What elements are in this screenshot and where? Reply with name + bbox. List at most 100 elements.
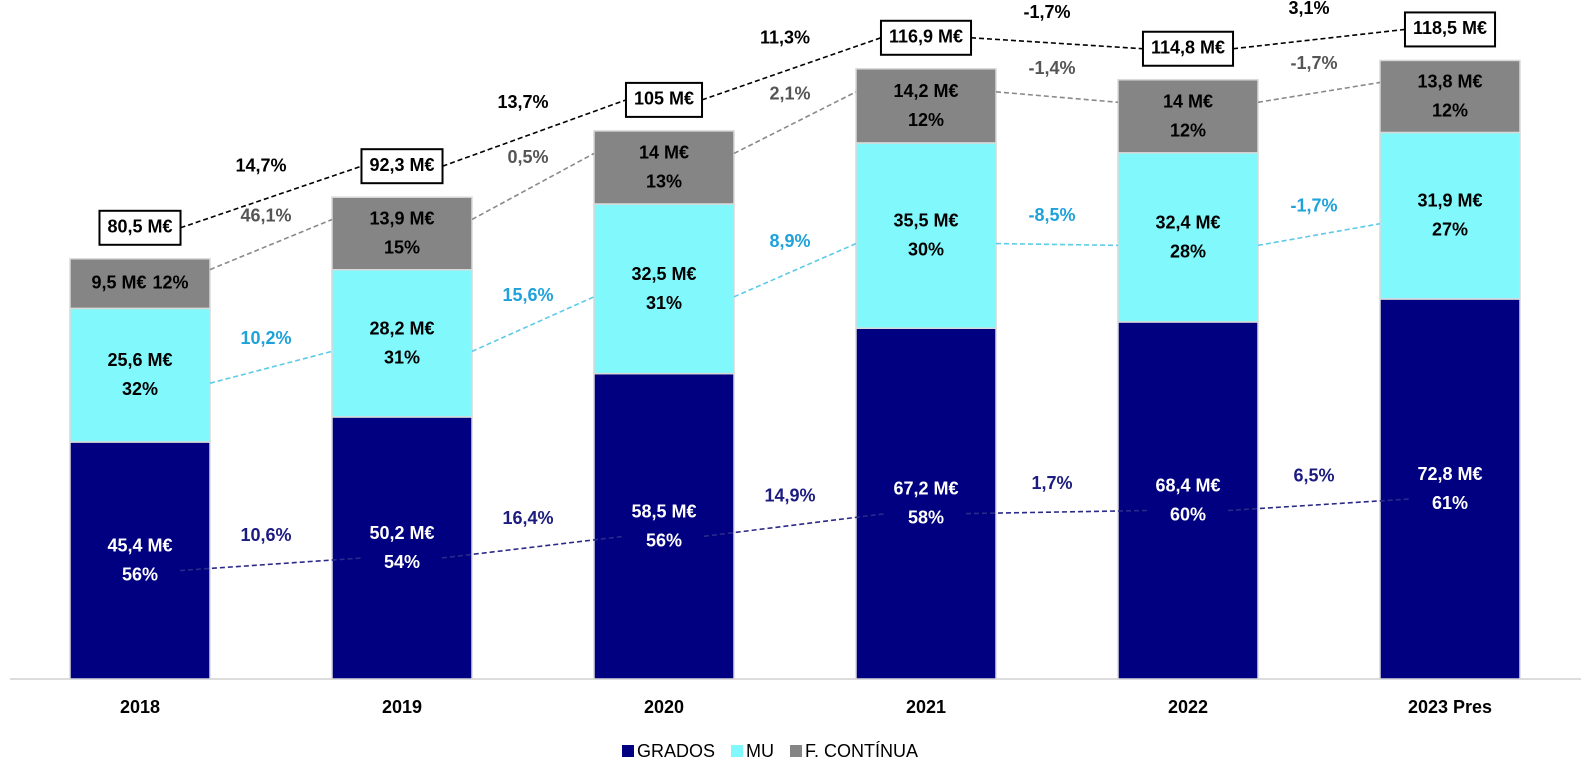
segment-label: 58,5 M€ 56% [631,501,696,550]
value-label: 25,6 M€ [107,350,172,370]
total-growth-label: -1,7% [1023,2,1070,22]
value-label: 31,9 M€ [1417,190,1482,210]
bar-segment [331,196,473,271]
bar-segment [1117,321,1259,680]
segment-label: 68,4 M€ 60% [1155,475,1220,524]
connector-line [471,296,595,353]
x-tick-label: 2022 [1168,697,1208,717]
connector-line [471,152,595,221]
segment-label: 14,2 M€ 12% [893,81,958,130]
segment-label: 28,2 M€ 31% [369,318,434,367]
connector-line [209,218,333,271]
total-growth-label: 13,7% [497,92,548,112]
connector-line [965,509,1149,515]
growth-label: 10,2% [240,328,291,348]
x-tick-label: 2018 [120,697,160,717]
share-label: 12% [908,110,944,130]
connector-line [995,242,1119,247]
total-connector [442,99,627,167]
segment-label: 32,4 M€ 28% [1155,212,1220,261]
segment-label: 14 M€ 13% [639,142,689,191]
share-label: 60% [1170,504,1206,524]
growth-label: -1,4% [1028,58,1075,78]
connector-line [733,242,857,298]
x-tick-label: 2020 [644,697,684,717]
growth-label: 10,6% [240,525,291,545]
total-label: 118,5 M€ [1413,18,1487,38]
total-growth-label: 14,7% [235,156,286,176]
value-label: 13,8 M€ [1417,71,1482,91]
legend-label: GRADOS [637,741,715,761]
bar-segment [1379,131,1521,300]
growth-label: 0,5% [507,147,548,167]
value-label: 45,4 M€ [107,535,172,555]
growth-label: -1,7% [1290,195,1337,215]
value-label: 32,4 M€ [1155,212,1220,232]
bar-segment [331,269,473,418]
share-label: 61% [1432,493,1468,513]
share-label: 12% [1432,100,1468,120]
value-label: 28,2 M€ [369,318,434,338]
connector-line [441,535,625,559]
segment-label: 45,4 M€ 56% [107,535,172,584]
total-label: 116,9 M€ [889,27,963,47]
growth-label: 16,4% [502,508,553,528]
total-growth-label: 11,3% [760,28,810,48]
legend-swatch [622,745,634,757]
value-label: 58,5 M€ [631,501,696,521]
segment-label: 32,5 M€ 31% [631,264,696,313]
share-label: 30% [908,239,944,259]
segment-label: 13,8 M€ 12% [1417,71,1482,120]
share-label: 32% [122,379,158,399]
share-label: 15% [384,237,420,257]
share-label: 12% [153,272,189,292]
bar-segment [1379,298,1521,680]
segment-label: 35,5 M€ 30% [893,210,958,259]
share-label: 13% [646,171,682,191]
total-connector [970,36,1144,50]
share-label: 56% [122,564,158,584]
x-tick-label: 2021 [906,697,946,717]
share-label: 28% [1170,241,1206,261]
share-label: 56% [646,530,682,550]
value-label: 13,9 M€ [369,208,434,228]
total-label: 80,5 M€ [107,217,172,237]
growth-label: 46,1% [240,205,291,225]
share-label: 12% [1170,120,1206,140]
connector-line [1227,498,1411,512]
segment-label: 13,9 M€ 15% [369,208,434,257]
bar-segment [69,258,211,310]
bar-segment [855,68,997,144]
value-label: 9,5 M€ [91,272,146,292]
value-label: 68,4 M€ [1155,475,1220,495]
value-label: 14 M€ [639,142,689,162]
segment-label: 31,9 M€ 27% [1417,190,1482,239]
growth-label: 6,5% [1293,465,1334,485]
connector-line [1257,81,1381,104]
growth-label: 14,9% [764,486,815,506]
bar-segment [593,130,735,205]
segment-label: 14 M€ 12% [1163,91,1213,140]
growth-label: -1,7% [1290,53,1337,73]
value-label: 72,8 M€ [1417,464,1482,484]
value-label: 50,2 M€ [369,523,434,543]
total-connector [1232,28,1406,50]
bar-segment [331,416,473,680]
total-box [360,148,444,185]
bar-segment [855,142,997,329]
value-label: 35,5 M€ [893,210,958,230]
connector-line [209,350,333,384]
share-label: 31% [646,293,682,313]
x-tick-label: 2019 [382,697,422,717]
total-label: 92,3 M€ [369,155,434,175]
growth-label: 8,9% [769,231,810,251]
total-label: 114,8 M€ [1151,37,1225,57]
connector-line [1257,222,1381,247]
total-box [1403,11,1497,48]
share-label: 31% [384,347,420,367]
growth-label: 2,1% [769,83,810,103]
legend-label: MU [746,741,774,761]
value-label: 14,2 M€ [893,81,958,101]
total-growth-label: 3,1% [1288,0,1329,18]
segment-label: 25,6 M€ 32% [107,350,172,399]
